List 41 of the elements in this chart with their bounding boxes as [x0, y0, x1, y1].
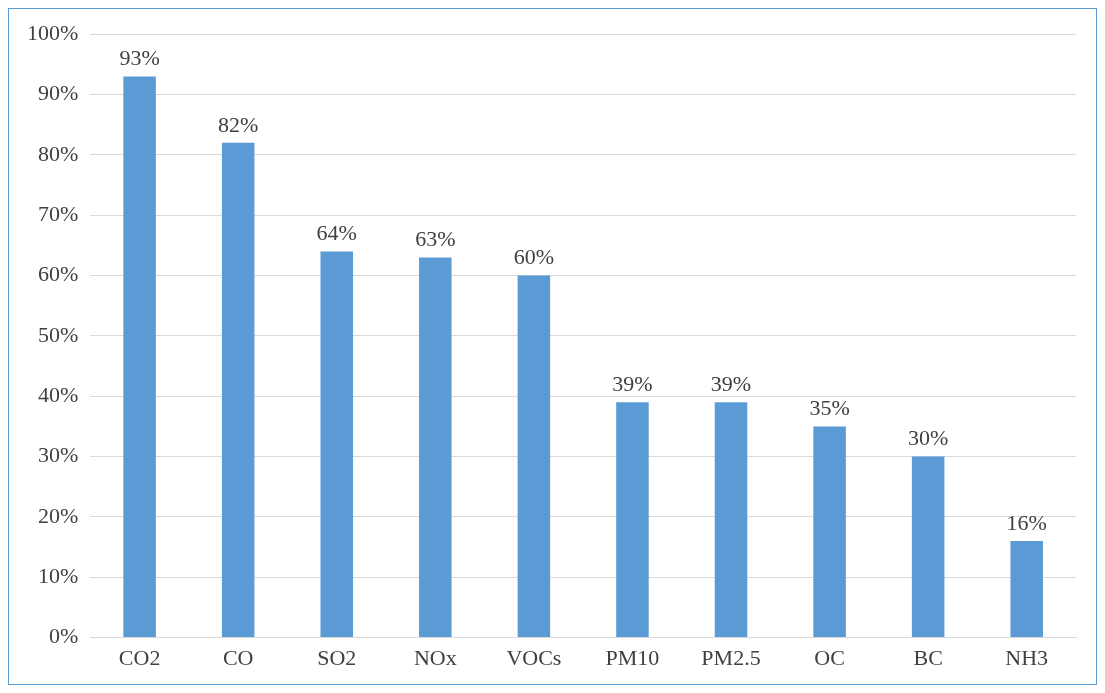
data-label: 39%: [612, 371, 653, 397]
x-tick-label: NH3: [1005, 644, 1049, 670]
bar: [714, 402, 748, 638]
y-tick-label: 30%: [38, 442, 79, 468]
y-tick-label: 100%: [27, 19, 79, 45]
data-label: 63%: [415, 226, 456, 252]
data-label: 30%: [907, 425, 949, 451]
bar: [813, 426, 846, 638]
y-tick-label: 60%: [38, 261, 79, 287]
x-tick-label: PM2.5: [701, 644, 761, 670]
x-tick-label: CO: [222, 644, 254, 670]
x-tick-label: CO2: [118, 644, 161, 670]
x-tick-label: NOx: [413, 644, 457, 670]
bar: [1010, 541, 1043, 638]
y-tick-label: 10%: [38, 563, 79, 589]
y-tick-label: 90%: [38, 80, 79, 106]
data-label: 16%: [1006, 509, 1047, 535]
data-label: 82%: [218, 111, 259, 137]
bar: [123, 76, 156, 638]
x-tick-label: SO2: [317, 644, 357, 670]
x-tick-label: BC: [913, 644, 943, 670]
bar: [419, 257, 452, 638]
x-tick-label: OC: [814, 644, 845, 670]
data-label: 35%: [809, 395, 850, 421]
bar: [320, 251, 354, 638]
y-tick-label: 40%: [38, 382, 79, 408]
data-label: 64%: [316, 220, 357, 246]
y-tick-label: 20%: [38, 502, 79, 528]
bar: [911, 456, 945, 638]
bar: [221, 142, 255, 638]
data-label: 60%: [513, 244, 555, 270]
y-tick-label: 0%: [49, 623, 79, 649]
y-tick-label: 80%: [38, 140, 79, 166]
x-tick-label: VOCs: [506, 644, 562, 670]
bar: [517, 275, 551, 638]
data-label: 93%: [119, 45, 160, 71]
bar: [616, 402, 649, 638]
data-label: 39%: [710, 371, 752, 397]
y-tick-label: 70%: [38, 201, 79, 226]
y-tick-label: 50%: [38, 321, 79, 347]
x-tick-label: PM10: [605, 644, 660, 670]
